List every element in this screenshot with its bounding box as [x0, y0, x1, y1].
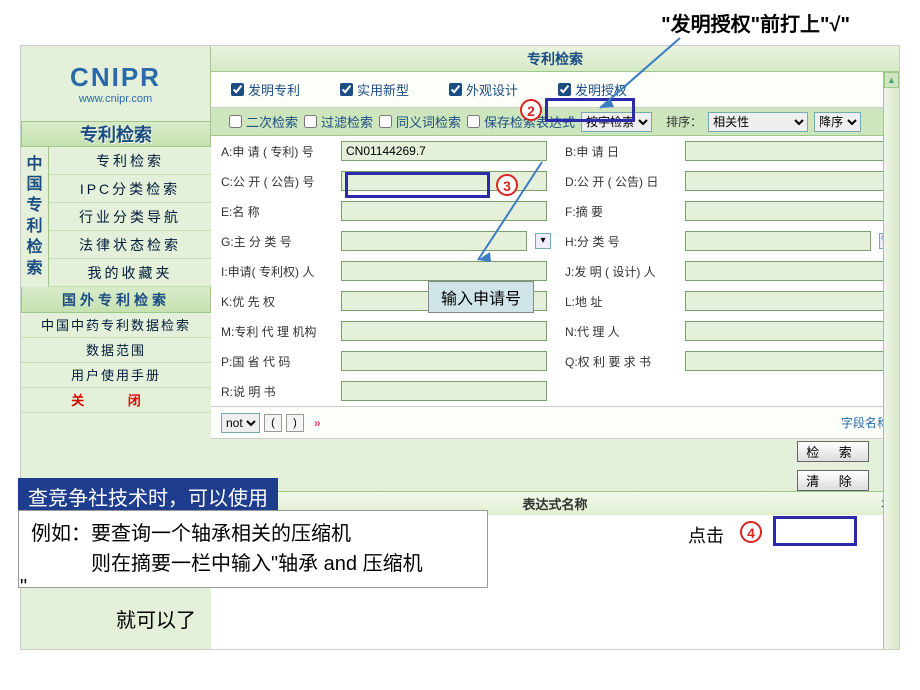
lbl-D: D:公 开 ( 公告) 日 [555, 173, 685, 190]
menu-favorites[interactable]: 我的收藏夹 [49, 259, 211, 287]
scrollbar[interactable]: ▲ [883, 72, 899, 649]
input-I[interactable] [341, 261, 547, 281]
lbl-B: B:申 请 日 [555, 143, 685, 160]
options-row: 二次检索 过滤检索 同义词检索 保存检索表达式 按字检索 排序： 相关性 降序 [211, 108, 899, 136]
chk-grant[interactable]: 发明授权 [558, 80, 627, 99]
lbl-F: F:摘 要 [555, 203, 685, 220]
chk-design[interactable]: 外观设计 [449, 80, 518, 99]
logo: CNIPR www.cnipr.com [21, 46, 211, 121]
menu-scope[interactable]: 数据范围 [21, 338, 211, 363]
menu-foreign[interactable]: 国外专利检索 [21, 287, 211, 313]
sort-label: 排序： [666, 113, 702, 130]
menu-tcm[interactable]: 中国中药专利数据检索 [21, 313, 211, 338]
sidebar-title: 专利检索 [21, 121, 211, 147]
annotation-top: "发明授权"前打上"√" [661, 8, 850, 37]
input-N[interactable] [685, 321, 891, 341]
expand-icon[interactable]: » [314, 416, 321, 430]
menu-close[interactable]: 关 闭 [21, 388, 211, 413]
menu-manual[interactable]: 用户使用手册 [21, 363, 211, 388]
sel-order[interactable]: 降序 [814, 112, 861, 132]
lbl-C: C:公 开 ( 公告) 号 [211, 173, 341, 190]
chk-secondary[interactable]: 二次检索 [229, 112, 298, 131]
sel-sort[interactable]: 相关性 [708, 112, 808, 132]
input-P[interactable] [341, 351, 547, 371]
sel-operator[interactable]: not [221, 413, 260, 433]
input-M[interactable] [341, 321, 547, 341]
sel-search-mode[interactable]: 按字检索 [581, 112, 652, 132]
overlay-quote-end: " [20, 576, 27, 599]
lbl-P: P:国 省 代 码 [211, 353, 341, 370]
marker-4: 4 [740, 521, 762, 543]
scroll-up-icon[interactable]: ▲ [884, 72, 899, 88]
input-J[interactable] [685, 261, 891, 281]
btn-paren-open[interactable]: ( [264, 414, 282, 432]
lbl-K: K:优 先 权 [211, 293, 341, 310]
lbl-G: G:主 分 类 号 [211, 233, 341, 250]
input-E[interactable] [341, 201, 547, 221]
logo-text: CNIPR [70, 62, 161, 93]
chk-filter[interactable]: 过滤检索 [304, 112, 373, 131]
button-area: 检 索 清 除 [211, 439, 899, 491]
search-button[interactable]: 检 索 [797, 441, 869, 462]
callout-input-appno: 输入申请号 [428, 281, 534, 313]
menu-ipc[interactable]: IPC分类检索 [49, 175, 211, 203]
overlay-tail: 就可以了 [56, 604, 196, 633]
chk-invention[interactable]: 发明专利 [231, 80, 300, 99]
lbl-H: H:分 类 号 [555, 233, 685, 250]
logo-url: www.cnipr.com [79, 93, 152, 105]
lbl-J: J:发 明 ( 设计) 人 [555, 263, 685, 280]
search-title: 专利检索 [211, 46, 899, 72]
menu-legal[interactable]: 法律状态检索 [49, 231, 211, 259]
field-names-link[interactable]: 字段名称 [841, 414, 889, 431]
click-label: 点击 [688, 522, 724, 548]
lbl-M: M:专利 代 理 机构 [211, 323, 341, 340]
lbl-I: I:申请( 专利权) 人 [211, 263, 341, 280]
overlay-example: 例如：要查询一个轴承相关的压缩机 则在摘要一栏中输入"轴承 and 压缩机 [18, 510, 488, 588]
input-G[interactable] [341, 231, 527, 251]
input-A[interactable] [341, 141, 547, 161]
menu-industry[interactable]: 行业分类导航 [49, 203, 211, 231]
lbl-R: R:说 明 书 [211, 383, 341, 400]
input-Q[interactable] [685, 351, 891, 371]
search-form: A:申 请 ( 专利) 号 B:申 请 日 C:公 开 ( 公告) 号 D:公 … [211, 136, 899, 407]
lbl-Q: Q:权 利 要 求 书 [555, 353, 685, 370]
input-H[interactable] [685, 231, 871, 251]
expression-row: not ( ) » 字段名称 [211, 407, 899, 439]
menu-patent-search[interactable]: 专利检索 [49, 147, 211, 175]
btn-G-lookup[interactable]: ▾ [535, 233, 551, 249]
chk-synonym[interactable]: 同义词检索 [379, 112, 461, 131]
lbl-A: A:申 请 ( 专利) 号 [211, 143, 341, 160]
lbl-E: E:名 称 [211, 203, 341, 220]
clear-button[interactable]: 清 除 [797, 470, 869, 491]
input-B[interactable] [685, 141, 891, 161]
input-D[interactable] [685, 171, 891, 191]
chk-utility[interactable]: 实用新型 [340, 80, 409, 99]
input-R[interactable] [341, 381, 547, 401]
patent-type-row: 发明专利 实用新型 外观设计 发明授权 [211, 72, 899, 108]
sidebar-vertical-label: 中国专利检索 [21, 147, 49, 287]
btn-paren-close[interactable]: ) [286, 414, 304, 432]
lbl-L: L:地 址 [555, 293, 685, 310]
lbl-N: N:代 理 人 [555, 323, 685, 340]
marker-3: 3 [496, 174, 518, 196]
marker-2: 2 [520, 99, 542, 121]
input-F[interactable] [685, 201, 891, 221]
input-L[interactable] [685, 291, 891, 311]
